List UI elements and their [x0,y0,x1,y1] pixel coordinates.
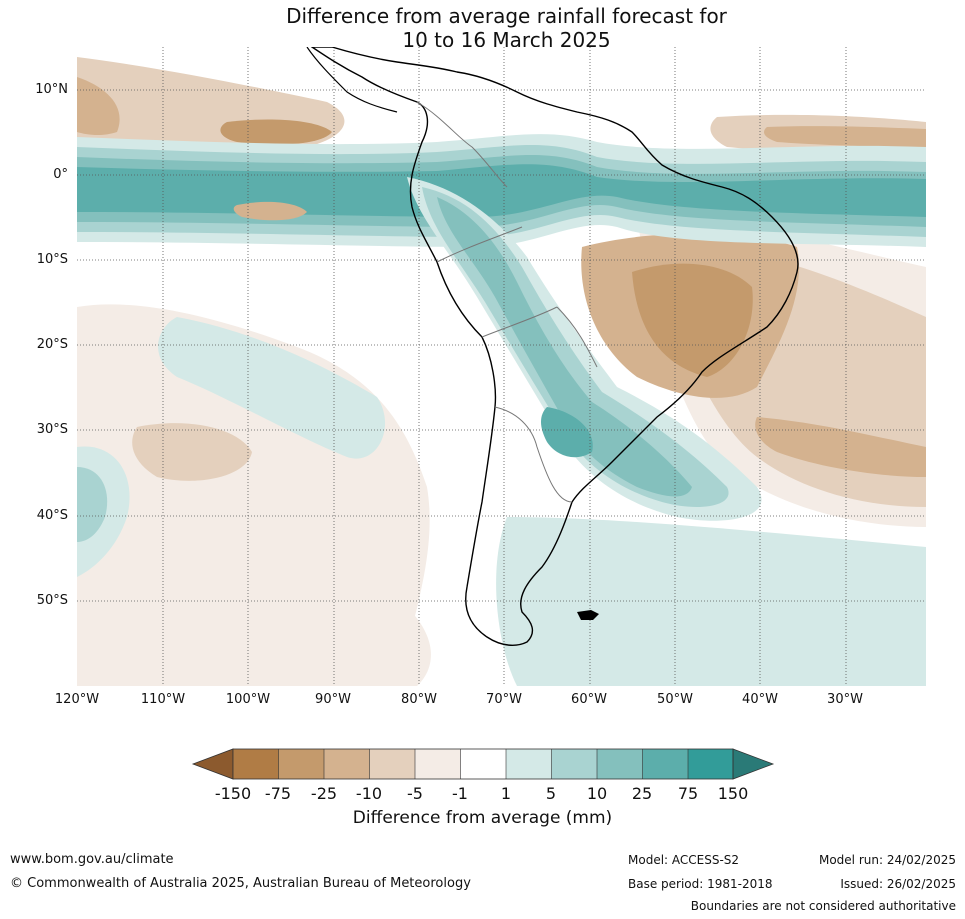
lat-label-10n: 10°N [35,82,68,97]
colorbar-swatch-4 [369,749,415,779]
falkland-islands [577,610,599,620]
colorbar-tick-12: 150 [717,784,749,803]
contour-dry-pacific-patch [132,423,252,481]
colorbar-extend-high [732,748,775,780]
colorbar-tick-11: 75 [677,784,699,803]
contour-wet-equatorial-4 [77,164,926,217]
colorbar-swatch-6 [460,749,506,779]
lat-label-10s: 10°S [36,252,68,267]
colorbar-swatch-11 [688,749,733,779]
contour-dry-pacific-small [233,201,307,221]
lat-label-20s: 20°S [36,337,68,352]
colorbar-tick-5: -5 [407,784,423,803]
title-line-1: Difference from average rainfall forecas… [286,4,727,28]
colorbar-swatch-7 [506,749,552,779]
lat-label-50s: 50°S [36,593,68,608]
colorbar-tick-7: 1 [500,784,512,803]
colorbar-swatch-9 [597,749,643,779]
contour-dry-brazil-core [632,263,753,377]
lon-label-40w: 40°W [742,692,778,707]
contour-wet-andes-inner [437,197,692,497]
lon-label-100w: 100°W [225,692,271,707]
central-america-coastline [306,47,398,113]
footer-model-run: Model run: 24/02/2025 [818,853,956,867]
country-borders [416,101,598,503]
lon-label-30w: 30°W [827,692,863,707]
contour-wet-southeast-pacific-inner [77,467,108,542]
lon-label-80w: 80°W [401,692,437,707]
footer-issued: Issued: 26/02/2025 [840,877,956,891]
contour-dry-atlantic-north-core [764,126,926,147]
contour-dry-north-pacific-core [77,77,120,136]
contour-wet-patagonia-core [541,407,593,458]
lon-label-110w: 110°W [140,692,186,707]
map-title: Difference from average rainfall forecas… [0,4,965,52]
colorbar-label: Difference from average (mm) [352,808,613,828]
lon-label-50w: 50°W [657,692,693,707]
footer-base-period: Base period: 1981-2018 [628,877,773,891]
contour-dry-south-pacific [120,563,431,686]
footer-website[interactable]: www.bom.gov.au/climate [10,852,174,867]
lon-label-120w: 120°W [54,692,100,707]
contour-wet-south-atlantic [496,517,926,686]
colorbar-tick-3: -25 [310,784,338,803]
colorbar-swatch-10 [642,749,688,779]
graticule [77,47,926,686]
lon-label-60w: 60°W [571,692,607,707]
colorbar-swatch-2 [278,749,324,779]
colorbar-extend-low [191,748,234,780]
colorbar-tick-4: -10 [355,784,383,803]
colorbar-swatch-8 [551,749,597,779]
lat-label-30s: 30°S [36,422,68,437]
legend-colorbar [191,748,775,780]
colorbar-tick-2: -75 [264,784,292,803]
contour-wet-pacific-band [158,317,386,459]
footer-boundaries-note: Boundaries are not considered authoritat… [690,899,956,913]
lat-label-0: 0° [53,167,68,182]
lat-label-40s: 40°S [36,508,68,523]
colorbar-tick-1: -150 [214,784,252,803]
contour-dry-atlantic-east [755,417,926,477]
colorbar-tick-8: 5 [545,784,557,803]
lon-label-70w: 70°W [486,692,522,707]
rainfall-map [77,47,926,686]
colorbar-swatch-5 [415,749,461,779]
colorbar-tick-9: 10 [586,784,608,803]
colorbar-tick-10: 25 [631,784,653,803]
map-canvas [77,47,926,686]
colorbar-tick-6: -1 [452,784,468,803]
colorbar-swatch-3 [324,749,370,779]
footer-copyright: © Commonwealth of Australia 2025, Austra… [10,876,471,891]
colorbar-swatch-1 [233,749,279,779]
lon-label-90w: 90°W [315,692,351,707]
footer-model: Model: ACCESS-S2 [628,853,740,867]
